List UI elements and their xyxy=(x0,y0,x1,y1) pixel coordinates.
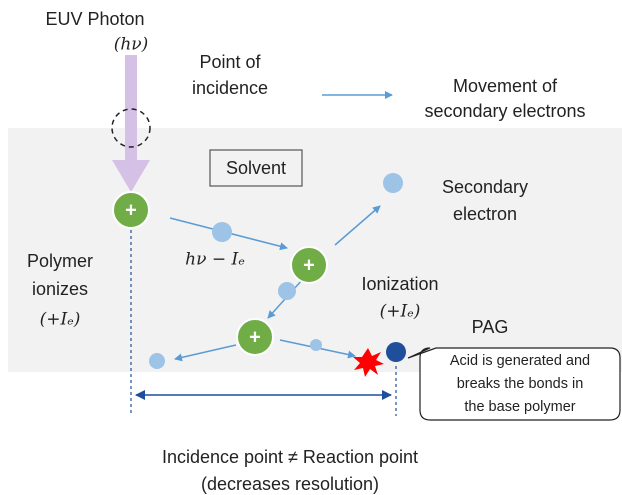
ion-site xyxy=(112,191,150,229)
label: PAG xyxy=(472,317,509,337)
caption: Incidence point ≠ Reaction point xyxy=(162,447,418,467)
label: Solvent xyxy=(226,158,286,178)
label: Polymer xyxy=(27,251,93,271)
electron-path xyxy=(174,344,237,362)
label: incidence xyxy=(192,78,268,98)
caption: (decreases resolution) xyxy=(201,474,379,494)
solvent-box xyxy=(209,149,303,187)
ion-site xyxy=(236,318,274,356)
photon-beam xyxy=(125,55,137,165)
label: (+Iₑ) xyxy=(40,310,81,330)
plus-sign: + xyxy=(125,199,137,221)
label: electron xyxy=(453,204,517,224)
reaction-burst xyxy=(353,348,384,377)
label: hν − Iₑ xyxy=(185,250,245,270)
pag xyxy=(386,342,406,362)
photon-arrowhead xyxy=(112,160,150,192)
ion-site xyxy=(290,246,328,284)
callout-text: the base polymer xyxy=(464,399,575,415)
callout-box xyxy=(407,347,621,421)
electron xyxy=(212,222,232,242)
label: Point of xyxy=(199,52,261,72)
label: (hν) xyxy=(114,35,149,55)
callout-text: breaks the bonds in xyxy=(457,376,584,392)
electron xyxy=(310,339,322,351)
label: Ionization xyxy=(361,274,438,294)
plus-sign: + xyxy=(303,254,315,276)
label: ionizes xyxy=(32,279,88,299)
electron xyxy=(149,353,165,369)
plus-sign: + xyxy=(249,326,261,348)
electron xyxy=(278,282,296,300)
incidence-marker xyxy=(111,108,151,148)
legend-label: secondary electrons xyxy=(424,101,585,121)
electron xyxy=(383,173,403,193)
label: EUV Photon xyxy=(45,9,144,29)
label: (+Iₑ) xyxy=(380,302,421,322)
label: Secondary xyxy=(442,177,528,197)
callout-text: Acid is generated and xyxy=(450,353,590,369)
electron-path xyxy=(334,205,381,246)
legend-label: Movement of xyxy=(453,76,558,96)
